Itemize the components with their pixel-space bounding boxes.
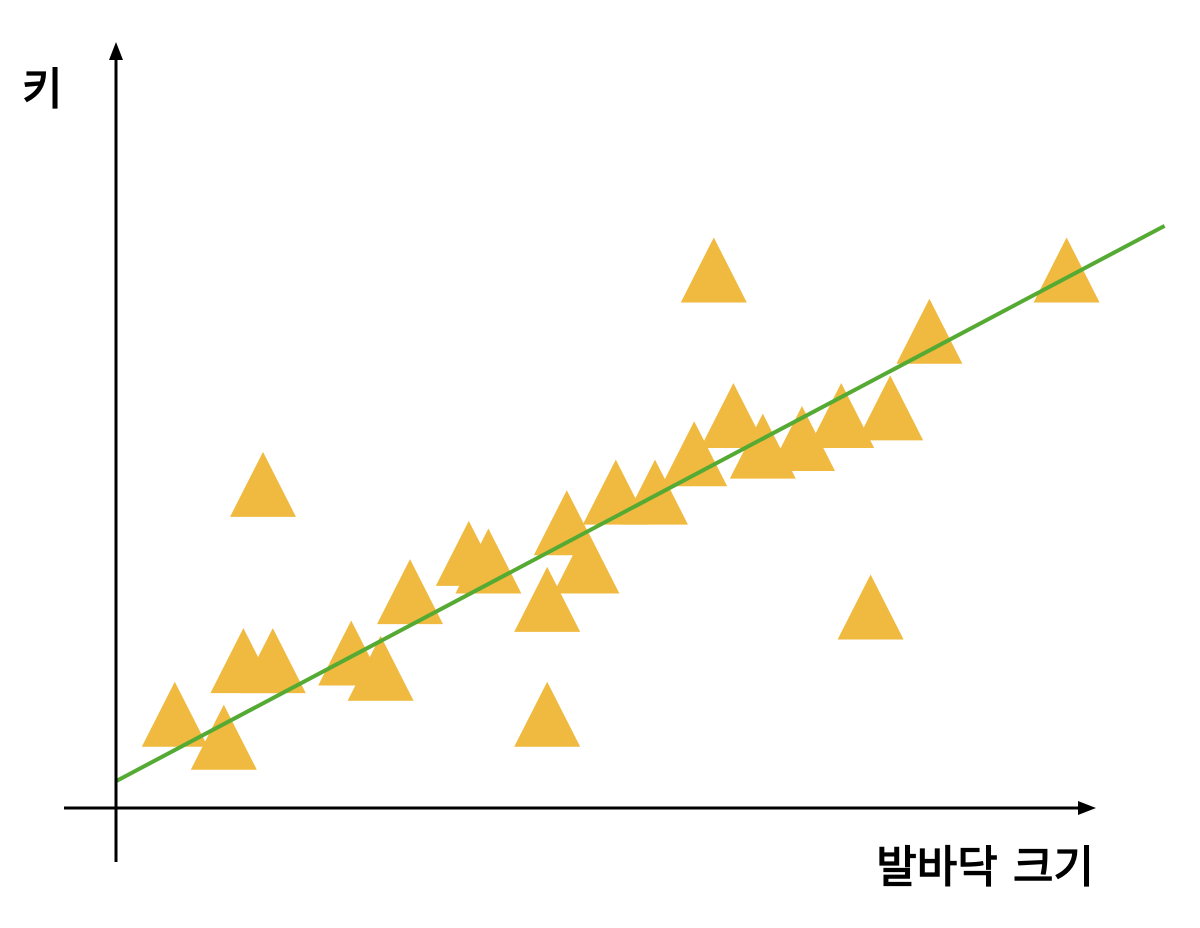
data-point-triangle	[700, 382, 767, 448]
data-point-triangle	[661, 421, 728, 487]
data-point-triangle	[190, 704, 257, 770]
data-point-triangle	[230, 451, 296, 517]
data-point-triangle	[622, 459, 688, 525]
data-points	[141, 237, 1100, 770]
data-point-triangle	[808, 382, 875, 448]
data-point-triangle	[857, 375, 924, 441]
y-axis-label: 키	[22, 64, 62, 115]
data-point-triangle	[680, 237, 747, 303]
data-point-triangle	[514, 566, 581, 632]
x-axis-arrow-icon	[1078, 801, 1096, 815]
trend-line-group	[115, 224, 1166, 783]
data-point-triangle	[769, 405, 835, 471]
data-point-triangle	[239, 628, 306, 694]
data-point-triangle	[141, 681, 208, 747]
data-point-triangle	[553, 528, 620, 594]
x-axis-label: 발바닥 크기	[876, 842, 1094, 893]
data-point-triangle	[514, 681, 581, 747]
y-axis-arrow-icon	[109, 42, 123, 60]
data-point-triangle	[837, 574, 904, 640]
data-point-triangle	[896, 298, 963, 364]
data-point-triangle	[347, 635, 414, 701]
data-point-triangle	[377, 559, 443, 625]
trend-line	[115, 224, 1166, 783]
